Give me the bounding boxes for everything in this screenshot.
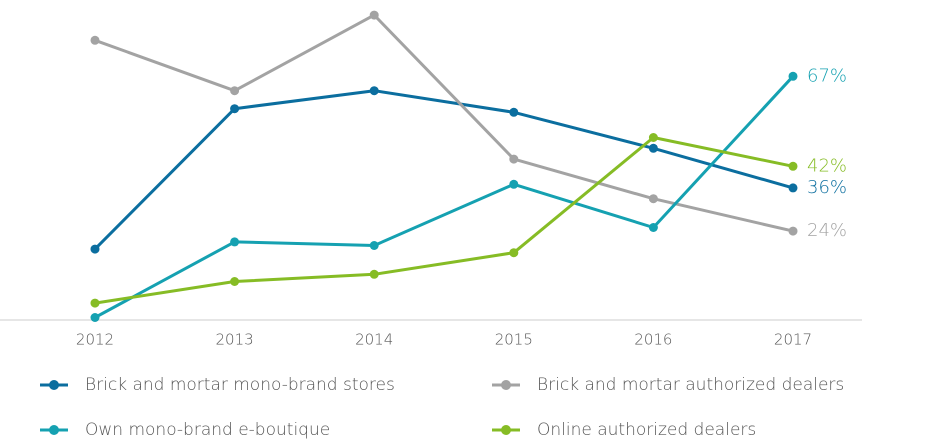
data-point bbox=[90, 298, 100, 308]
data-point bbox=[509, 107, 519, 117]
x-tick-label: 2016 bbox=[634, 331, 672, 349]
data-point bbox=[788, 226, 798, 236]
data-point bbox=[648, 133, 658, 142]
data-point bbox=[509, 179, 519, 189]
data-point bbox=[230, 277, 240, 286]
value-label: 67% bbox=[807, 65, 847, 86]
data-point bbox=[369, 269, 379, 279]
data-point bbox=[788, 183, 798, 193]
x-tick-label: 2017 bbox=[774, 331, 812, 349]
data-point bbox=[509, 248, 519, 258]
data-point bbox=[369, 241, 379, 250]
data-point bbox=[509, 154, 519, 164]
x-tick-label: 2015 bbox=[495, 331, 533, 349]
data-point bbox=[648, 143, 658, 153]
legend-label: Brick and mortar mono-brand stores bbox=[85, 375, 395, 395]
value-label: 36% bbox=[807, 177, 847, 198]
data-point bbox=[90, 244, 100, 254]
data-point bbox=[648, 194, 658, 204]
series-line bbox=[94, 136, 794, 305]
data-point bbox=[788, 71, 798, 81]
legend-label: Brick and mortar authorized dealers bbox=[537, 375, 844, 395]
data-point bbox=[230, 86, 240, 96]
data-point bbox=[90, 313, 100, 322]
legend-label: Online authorized dealers bbox=[537, 420, 756, 440]
data-point bbox=[369, 86, 379, 96]
series-line bbox=[94, 75, 795, 319]
legend-label: Own mono-brand e-boutique bbox=[85, 420, 330, 440]
legend-marker bbox=[49, 380, 59, 390]
data-point bbox=[788, 161, 798, 171]
data-point bbox=[369, 10, 379, 20]
x-tick-label: 2012 bbox=[76, 331, 114, 349]
data-point bbox=[648, 223, 658, 232]
data-point bbox=[230, 237, 240, 247]
x-tick-label: 2013 bbox=[216, 331, 254, 349]
series-line bbox=[93, 89, 794, 251]
legend-marker bbox=[49, 425, 59, 435]
value-label: 24% bbox=[807, 220, 847, 241]
data-point bbox=[230, 104, 240, 114]
series-line bbox=[94, 13, 794, 233]
legend-marker bbox=[501, 425, 511, 435]
legend-marker bbox=[501, 380, 511, 390]
value-label: 42% bbox=[807, 155, 847, 176]
x-tick-label: 2014 bbox=[355, 331, 393, 349]
data-point bbox=[90, 35, 100, 45]
